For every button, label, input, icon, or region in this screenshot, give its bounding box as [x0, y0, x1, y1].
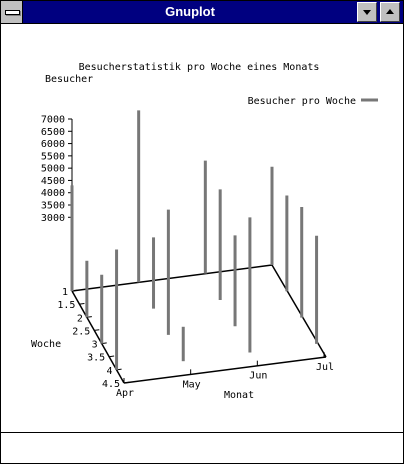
chart-3d-impulse: Besucherstatistik pro Woche eines Monats…	[1, 24, 403, 432]
z-tick-label: 3000	[41, 213, 65, 224]
status-separator	[1, 432, 403, 433]
y-tick-label: 3.5	[87, 353, 105, 364]
x-tick-label: Jul	[316, 362, 334, 373]
window-title: Gnuplot	[23, 1, 357, 23]
y-tick-label: 1.5	[57, 300, 75, 311]
system-menu-button[interactable]	[1, 1, 23, 23]
y-tick-label: 1	[62, 287, 68, 298]
maximize-button[interactable]	[380, 2, 400, 22]
maximize-icon	[386, 9, 394, 14]
x-axis-label: Monat	[224, 390, 254, 401]
minimize-icon	[363, 10, 371, 15]
z-tick-label: 4000	[41, 188, 65, 199]
plot-area: Besucherstatistik pro Woche eines Monats…	[1, 24, 403, 432]
y-tick-label: 4	[107, 366, 113, 377]
minimize-button[interactable]	[357, 2, 377, 22]
z-tick-label: 5500	[41, 151, 65, 162]
z-tick-label: 4500	[41, 176, 65, 187]
y-tick-label: 2	[77, 313, 83, 324]
z-tick-label: 6500	[41, 127, 65, 138]
z-tick-label: 3500	[41, 201, 65, 212]
x-tick-label: Apr	[116, 388, 134, 399]
y-axis-label: Woche	[31, 339, 61, 350]
legend-label: Besucher pro Woche	[248, 96, 356, 107]
title-bar[interactable]: Gnuplot	[1, 1, 403, 24]
chart-title: Besucherstatistik pro Woche eines Monats	[79, 62, 320, 73]
z-axis-label: Besucher	[45, 74, 93, 85]
z-tick-label: 6000	[41, 139, 65, 150]
y-tick-label: 3	[92, 340, 98, 351]
x-tick-label: May	[183, 379, 201, 390]
z-tick-label: 7000	[41, 115, 65, 126]
y-tick-label: 2.5	[72, 326, 90, 337]
base-edge-front	[124, 357, 326, 383]
x-tick-label: Jun	[249, 371, 267, 382]
system-menu-icon	[5, 10, 20, 15]
z-tick-label: 5000	[41, 164, 65, 175]
